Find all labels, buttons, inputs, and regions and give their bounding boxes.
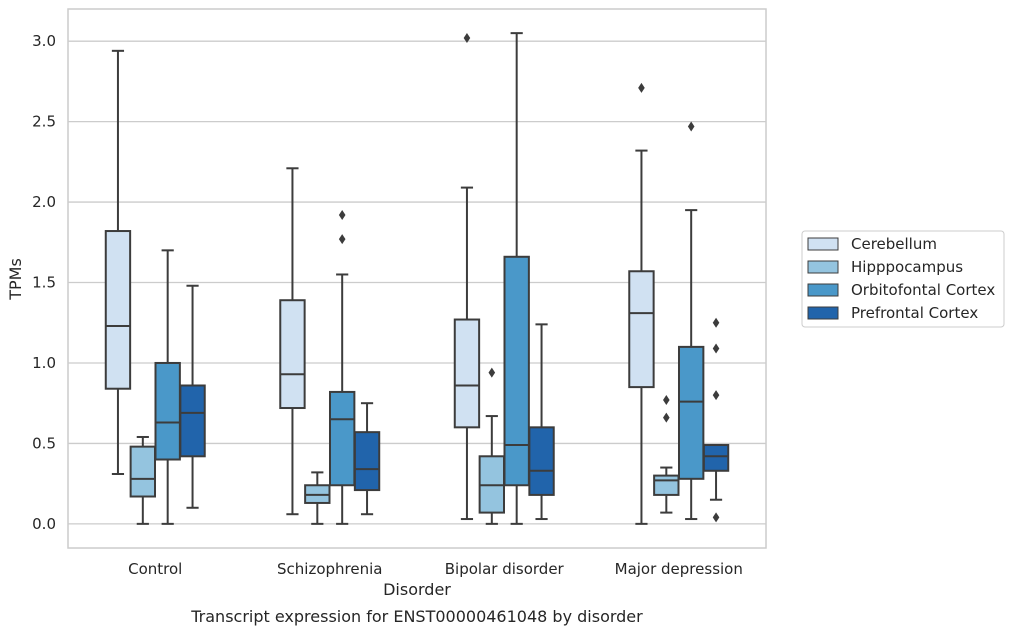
x-tick-label: Control <box>128 560 182 578</box>
box-prefrontal-cortex <box>353 402 381 516</box>
outlier-point <box>338 209 346 220</box>
box-cerebellum <box>628 82 655 525</box>
legend-frame <box>801 230 1005 328</box>
y-axis-label: TPMs <box>6 258 25 301</box>
legend-swatch <box>807 260 839 274</box>
legend-label: Hipppocampus <box>851 258 963 276</box>
chart-caption: Transcript expression for ENST0000046104… <box>190 607 643 626</box>
x-tick-label: Schizophrenia <box>277 560 382 578</box>
outlier-point <box>338 234 346 245</box>
outlier-point <box>712 317 720 328</box>
plot-area-frame <box>67 8 767 549</box>
legend: Cerebellum Hipppocampus Orbitofontal Corte… <box>801 230 1005 328</box>
box-hipppocampus <box>653 394 680 514</box>
x-tick-label: Bipolar disorder <box>445 560 565 578</box>
box-orbitofontal-cortex <box>154 249 181 525</box>
outlier-point <box>712 512 720 523</box>
box-cerebellum <box>279 167 306 516</box>
x-tick-label: Major depression <box>615 560 743 578</box>
box-cerebellum <box>104 49 132 475</box>
box-orbitofontal-cortex <box>503 32 530 525</box>
box-body <box>279 299 306 410</box>
x-axis-ticks: Control Schizophrenia Bipolar disorder Majo… <box>128 560 743 578</box>
outlier-point <box>638 82 645 93</box>
box-body <box>154 361 181 461</box>
box-prefrontal-cortex <box>702 317 730 523</box>
box-hipppocampus <box>129 435 157 525</box>
y-tick-label: 1.5 <box>32 274 56 292</box>
outlier-point <box>712 390 720 401</box>
x-axis-label: Disorder <box>383 580 451 599</box>
outlier-point <box>687 121 695 132</box>
box-cerebellum <box>453 32 481 521</box>
box-body <box>179 384 206 458</box>
box-body <box>653 474 680 496</box>
outlier-point <box>488 367 496 378</box>
box-hipppocampus <box>478 367 506 525</box>
legend-swatch <box>807 283 839 297</box>
box-body <box>628 270 655 389</box>
box-body <box>129 445 157 498</box>
legend-swatch <box>807 306 839 320</box>
y-tick-label: 1.0 <box>32 354 56 372</box>
box-prefrontal-cortex <box>179 284 206 509</box>
box-orbitofontal-cortex <box>677 121 705 521</box>
outlier-point <box>663 412 670 423</box>
legend-label: Orbitofontal Cortex <box>851 281 995 299</box>
box-prefrontal-cortex <box>528 323 555 521</box>
box-body <box>702 444 730 472</box>
box-body <box>528 426 555 496</box>
y-tick-label: 0.5 <box>32 434 56 452</box>
box-plot-marks <box>104 32 730 525</box>
outlier-point <box>663 394 670 405</box>
box-body <box>453 318 481 429</box>
box-body <box>677 345 705 480</box>
y-tick-label: 2.5 <box>32 113 56 131</box>
outlier-point <box>463 32 471 43</box>
box-hipppocampus <box>304 471 331 525</box>
box-body <box>328 390 356 487</box>
box-body <box>503 255 530 487</box>
y-tick-label: 0.0 <box>32 515 56 533</box>
box-body <box>353 431 381 492</box>
legend-label: Prefrontal Cortex <box>851 304 978 322</box>
box-orbitofontal-cortex <box>328 209 356 525</box>
outlier-point <box>712 343 720 354</box>
box-body <box>104 230 132 390</box>
y-tick-label: 3.0 <box>32 32 56 50</box>
legend-label: Cerebellum <box>851 235 937 253</box>
y-tick-label: 2.0 <box>32 193 56 211</box>
y-axis-ticks: 0.0 0.5 1.0 1.5 2.0 2.5 3.0 <box>32 32 56 533</box>
legend-swatch <box>807 237 839 251</box>
